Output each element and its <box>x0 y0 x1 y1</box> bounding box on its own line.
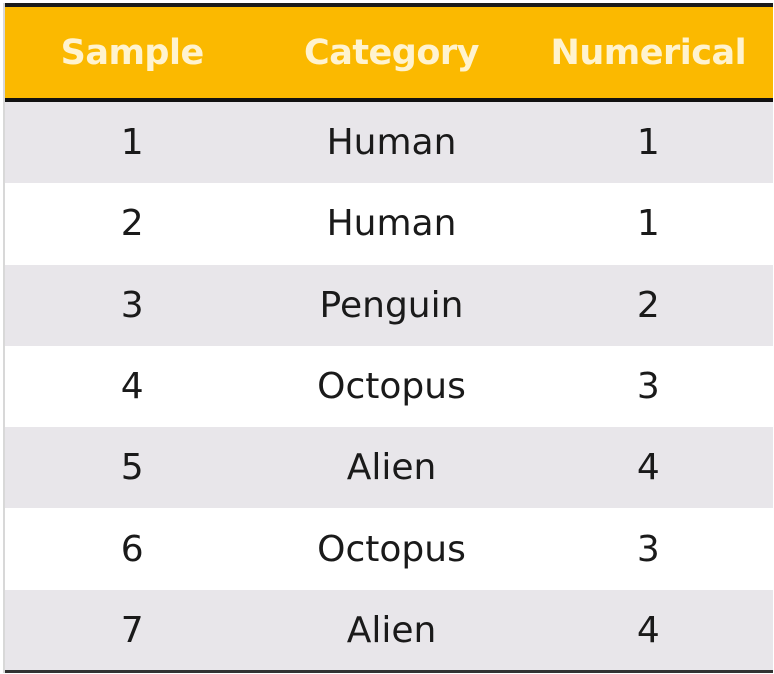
cell-category: Alien <box>346 447 437 489</box>
cell-category: Alien <box>346 609 437 651</box>
cell-category: Octopus <box>317 366 466 408</box>
cell-numerical: 4 <box>636 609 660 651</box>
cell-sample: 2 <box>120 203 144 245</box>
cell-numerical: 3 <box>636 528 660 570</box>
table-top-border <box>5 3 773 7</box>
header-numerical: Numerical <box>550 32 747 73</box>
table-row: 3 Penguin 2 <box>5 264 773 346</box>
cell-sample: 7 <box>120 609 144 651</box>
cell-category: Human <box>326 203 457 245</box>
cell-numerical: 3 <box>636 366 660 408</box>
data-table: Sample Category Numerical 1 Human 1 2 Hu… <box>3 3 773 673</box>
cell-sample: 1 <box>120 122 144 164</box>
cell-sample: 3 <box>120 284 144 326</box>
cell-sample: 6 <box>120 528 144 570</box>
cell-numerical: 2 <box>636 284 660 326</box>
cell-sample: 5 <box>120 447 144 489</box>
cell-numerical: 4 <box>636 447 660 489</box>
cell-numerical: 1 <box>636 203 660 245</box>
cell-category: Penguin <box>319 284 464 326</box>
table-row: 2 Human 1 <box>5 183 773 265</box>
table-row: 5 Alien 4 <box>5 427 773 509</box>
cell-category: Octopus <box>317 528 466 570</box>
header-category: Category <box>304 32 479 73</box>
table-row: 6 Octopus 3 <box>5 508 773 590</box>
table-row: 4 Octopus 3 <box>5 345 773 428</box>
cell-sample: 4 <box>120 366 144 408</box>
table-row: 1 Human 1 <box>5 102 773 184</box>
header-sample: Sample <box>60 32 205 73</box>
table-row: 7 Alien 4 <box>5 589 773 672</box>
table-body: 1 Human 1 2 Human 1 3 Penguin 2 4 Octopu… <box>5 102 773 672</box>
cell-numerical: 1 <box>636 122 660 164</box>
table-bottom-border <box>5 670 773 673</box>
cell-category: Human <box>326 122 457 164</box>
table-header-row: Sample Category Numerical <box>5 7 773 102</box>
